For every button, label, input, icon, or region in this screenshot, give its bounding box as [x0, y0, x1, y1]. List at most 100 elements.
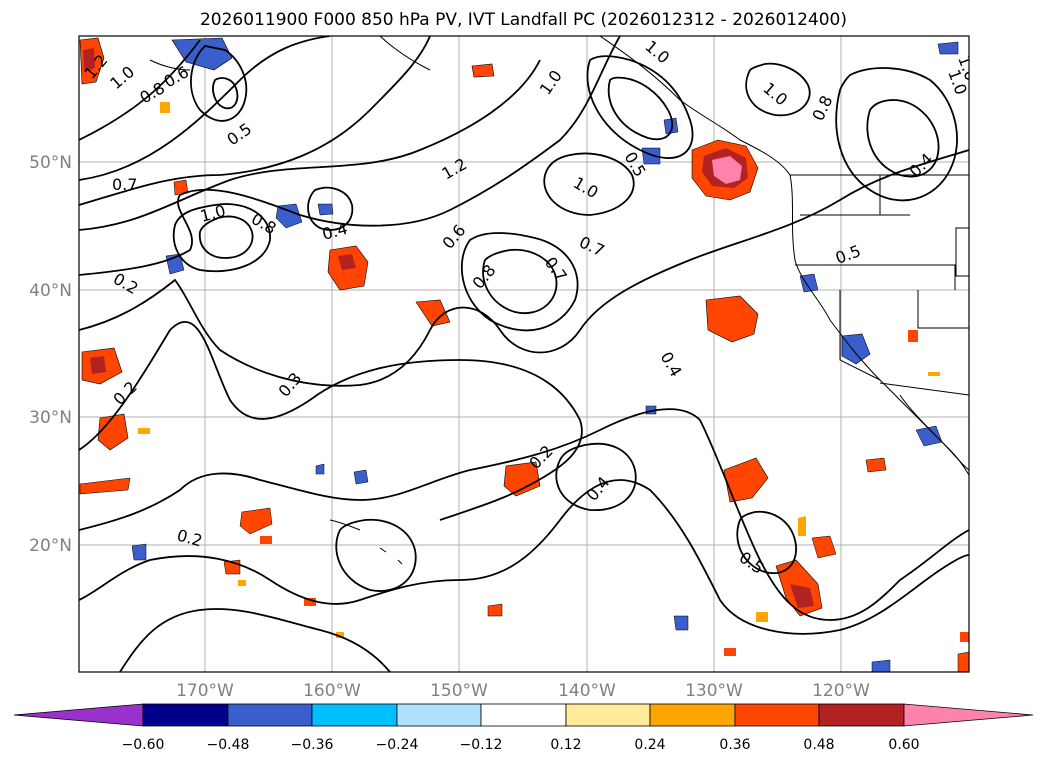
contour-line — [543, 152, 635, 216]
pv-blob-positive — [487, 603, 503, 617]
pv-blob-positive — [79, 477, 131, 495]
lat-label: 40°N — [29, 281, 72, 301]
lon-label: 120°W — [812, 681, 870, 701]
pv-blob-positive — [173, 179, 189, 196]
colorbar-bin — [734, 703, 820, 727]
pv-blob-negative — [871, 659, 891, 672]
colorbar-bin — [227, 703, 313, 727]
map-title: 2026011900 F000 850 hPa PV, IVT Landfall… — [199, 10, 847, 30]
state-border — [917, 290, 969, 329]
pv-blob-positive — [865, 457, 887, 473]
contour-line — [79, 59, 541, 231]
pv-blob-negative — [353, 469, 369, 485]
contour-line — [835, 67, 958, 202]
pv-blob-positive — [705, 295, 759, 343]
contour-line — [745, 62, 811, 117]
state-border — [839, 290, 881, 381]
colorbar-bin — [480, 703, 567, 727]
colorbar-tick-label: −0.12 — [460, 737, 503, 753]
state-border — [955, 227, 969, 277]
contour-line — [79, 39, 201, 141]
lon-label: 170°W — [176, 681, 234, 701]
colorbar-ticks: −0.60 −0.48 −0.36 −0.24 −0.12 0.12 0.24 … — [122, 737, 920, 753]
ivt-contours — [79, 36, 969, 672]
coastline-borders — [149, 36, 969, 565]
pv-blob-max — [691, 139, 759, 201]
contour-line — [79, 36, 331, 181]
pv-blob-positive — [723, 457, 769, 503]
colorbar-tick-label: 0.36 — [719, 737, 750, 753]
map-area — [79, 36, 969, 672]
pv-blob-positive — [471, 63, 495, 78]
contour-line — [119, 608, 391, 672]
pv-blob-negative — [673, 615, 689, 631]
colorbar-tick-label: 0.60 — [888, 737, 919, 753]
pv-blob-positive — [238, 580, 246, 586]
colorbar-tick-label: 0.48 — [803, 737, 834, 753]
colorbar-tick-label: −0.36 — [291, 737, 334, 753]
contour-line — [482, 248, 558, 315]
contour-line — [79, 36, 621, 276]
pv-blob-negative — [841, 333, 871, 365]
pv-blob-positive — [756, 612, 768, 622]
lon-label: 140°W — [558, 681, 616, 701]
pv-blob-positive — [415, 299, 451, 327]
colorbar-tick-label: 0.24 — [634, 737, 665, 753]
pv-blob-positive — [503, 461, 541, 497]
colorbar-bin — [396, 703, 482, 727]
colorbar-bin — [565, 703, 651, 727]
colorbar-extend-high — [903, 703, 1034, 727]
contour-line — [190, 45, 248, 122]
pv-blob-positive — [327, 245, 369, 291]
contour-line — [866, 99, 940, 178]
contour-line — [586, 55, 694, 159]
contour-line — [460, 232, 579, 332]
lat-axis: 50°N 40°N 30°N 20°N — [29, 153, 72, 556]
pv-blob-negative — [937, 41, 959, 55]
contour-label: 0.7 — [112, 175, 137, 194]
pv-blob-positive — [724, 648, 736, 656]
pv-blob-negative — [315, 463, 325, 475]
contour-line — [198, 215, 254, 259]
contour-line — [172, 203, 271, 273]
contour-line — [607, 76, 674, 141]
pv-blob-positive — [908, 330, 918, 342]
colorbar-tick-label: −0.48 — [207, 737, 250, 753]
pv-blob-positive — [81, 347, 123, 385]
baja-coast — [899, 394, 969, 476]
colorbar-bin — [311, 703, 398, 727]
map-border — [78, 35, 970, 673]
aleutian-coast — [149, 59, 191, 71]
pv-blob-negative — [171, 37, 233, 71]
border-us-mexico — [879, 382, 969, 396]
pv-shading — [79, 37, 969, 672]
hawaii-islands — [329, 519, 403, 565]
pv-blob-positive — [97, 413, 129, 451]
coastline — [599, 36, 969, 471]
pv-blob-positive — [957, 651, 969, 672]
lon-label: 150°W — [430, 681, 488, 701]
pv-blob-negative — [799, 273, 819, 293]
contour-line — [555, 442, 637, 511]
pv-blob-negative — [131, 543, 147, 561]
pv-blob-negative — [317, 203, 334, 216]
contour-line — [212, 77, 239, 110]
pv-blob-positive — [775, 559, 823, 617]
colorbar — [13, 703, 1034, 727]
contour-line — [79, 36, 431, 206]
pv-blob-positive — [960, 632, 969, 642]
pv-blob-negative — [641, 147, 661, 165]
contour-line — [736, 510, 797, 575]
pv-blob-positive — [260, 536, 272, 544]
lat-label: 30°N — [29, 408, 72, 428]
aleutian-coast — [379, 36, 431, 71]
pv-blob-positive — [798, 516, 806, 536]
state-border — [795, 264, 956, 290]
contour-line — [79, 149, 969, 387]
contour-line — [335, 518, 417, 592]
colorbar-tick-label: 0.12 — [550, 737, 581, 753]
lon-axis: 170°W 160°W 150°W 140°W 130°W 120°W — [176, 681, 870, 701]
pv-blob-positive — [928, 372, 940, 376]
lat-label: 20°N — [29, 536, 72, 556]
